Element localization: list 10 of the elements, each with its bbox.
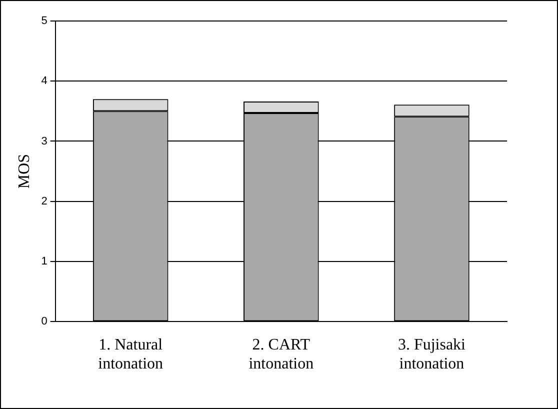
- y-tick-label: 3: [41, 135, 48, 148]
- y-tick-label: 2: [41, 195, 48, 208]
- y-tick-label: 4: [41, 75, 48, 88]
- x-tick-label: 2. CART intonation: [248, 336, 314, 373]
- y-tick-label: 5: [41, 15, 48, 28]
- y-tick-label: 0: [41, 316, 48, 328]
- y-tick-label: 1: [41, 256, 48, 268]
- x-tick-label: 3. Fujisaki intonation: [398, 336, 466, 373]
- x-tick-label: 1. Natural intonation: [98, 336, 164, 373]
- y-axis-title: MOS: [16, 154, 33, 189]
